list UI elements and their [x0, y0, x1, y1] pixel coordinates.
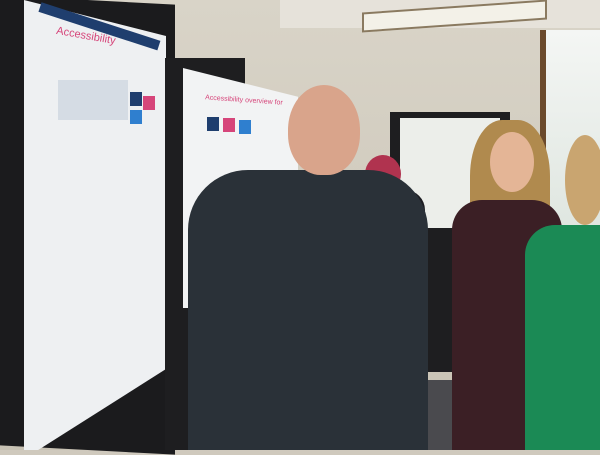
poster-left — [24, 0, 166, 450]
person-woman-green — [525, 225, 600, 450]
poster-tile — [143, 96, 155, 110]
person-man-shirt — [188, 170, 428, 450]
person-woman-green-hair — [565, 135, 600, 225]
poster-tile — [130, 92, 142, 106]
poster-tile — [239, 120, 251, 134]
person-man-head — [288, 85, 360, 175]
poster-tile — [207, 117, 219, 131]
poster-tile — [130, 110, 142, 124]
person-woman-smiling-face — [490, 132, 534, 192]
poster-left-chart — [58, 80, 128, 120]
poster-tile — [223, 118, 235, 132]
